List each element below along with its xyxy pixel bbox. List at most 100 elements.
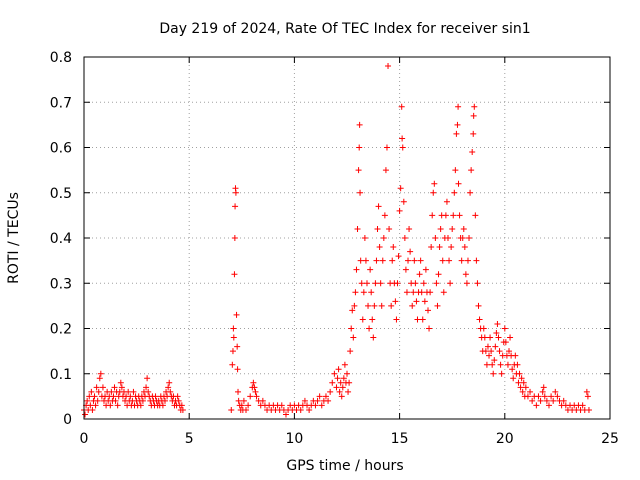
data-point bbox=[447, 280, 454, 287]
data-point bbox=[517, 384, 524, 391]
data-point bbox=[365, 302, 372, 309]
data-point bbox=[524, 393, 531, 400]
data-point bbox=[145, 388, 152, 395]
data-point bbox=[502, 339, 509, 346]
data-point bbox=[436, 244, 443, 251]
data-point bbox=[395, 253, 402, 260]
data-point bbox=[139, 397, 146, 404]
x-tick-label: 15 bbox=[391, 431, 409, 447]
data-point bbox=[351, 302, 358, 309]
data-point bbox=[251, 384, 258, 391]
data-point bbox=[231, 235, 238, 241]
data-point bbox=[427, 289, 434, 296]
data-point bbox=[504, 361, 511, 368]
data-point bbox=[359, 316, 366, 323]
data-point bbox=[401, 235, 408, 241]
data-point bbox=[455, 103, 462, 110]
data-point bbox=[453, 130, 460, 137]
data-point bbox=[353, 266, 360, 273]
data-point bbox=[278, 402, 285, 409]
y-tick-label: 0.8 bbox=[50, 50, 72, 66]
data-point bbox=[137, 402, 144, 409]
data-point bbox=[230, 334, 237, 341]
y-axis-label: ROTI / TECUs bbox=[6, 192, 22, 284]
data-point bbox=[366, 325, 373, 332]
data-point bbox=[458, 257, 465, 264]
data-point bbox=[428, 244, 435, 251]
data-point bbox=[382, 167, 389, 174]
data-point bbox=[448, 244, 455, 251]
data-point bbox=[375, 203, 382, 210]
data-point bbox=[358, 280, 365, 287]
data-point bbox=[112, 397, 119, 404]
data-point bbox=[318, 402, 325, 409]
data-point bbox=[346, 379, 353, 386]
data-point bbox=[108, 388, 115, 395]
data-point bbox=[374, 225, 381, 232]
data-point bbox=[430, 189, 437, 196]
data-point bbox=[417, 257, 424, 264]
data-point bbox=[383, 144, 390, 151]
data-point bbox=[390, 244, 397, 251]
data-point bbox=[344, 370, 350, 377]
chart-title: Day 219 of 2024, Rate Of TEC Index for r… bbox=[159, 21, 530, 37]
data-point bbox=[402, 266, 409, 273]
data-point bbox=[356, 121, 363, 128]
data-point bbox=[467, 189, 474, 196]
data-point bbox=[117, 379, 124, 386]
data-point bbox=[357, 189, 364, 196]
data-point bbox=[166, 379, 173, 386]
data-point bbox=[459, 235, 466, 241]
data-point bbox=[498, 370, 505, 377]
x-tick-label: 20 bbox=[496, 431, 514, 447]
data-point bbox=[130, 388, 137, 395]
data-point bbox=[341, 361, 348, 368]
data-point bbox=[583, 388, 590, 395]
data-points bbox=[81, 63, 592, 418]
data-point bbox=[82, 411, 89, 418]
data-point bbox=[483, 361, 490, 368]
data-point bbox=[229, 361, 236, 368]
data-point bbox=[114, 402, 121, 409]
data-point bbox=[411, 257, 418, 264]
data-point bbox=[297, 406, 304, 413]
data-point bbox=[250, 379, 257, 386]
data-point bbox=[472, 212, 479, 219]
data-point bbox=[529, 397, 536, 404]
data-point bbox=[450, 212, 457, 219]
data-point bbox=[362, 257, 369, 264]
data-point bbox=[414, 316, 421, 323]
data-point bbox=[535, 393, 542, 400]
data-point bbox=[282, 411, 289, 418]
data-point bbox=[378, 302, 385, 309]
data-point bbox=[338, 393, 345, 400]
data-point bbox=[480, 325, 487, 332]
data-point bbox=[373, 257, 380, 264]
data-point bbox=[144, 375, 151, 382]
data-point bbox=[84, 397, 91, 404]
data-point bbox=[527, 388, 534, 395]
y-tick-label: 0 bbox=[63, 412, 72, 428]
data-point bbox=[349, 307, 356, 314]
y-tick-label: 0.1 bbox=[50, 367, 72, 383]
data-point bbox=[431, 180, 438, 187]
data-point bbox=[99, 384, 106, 391]
data-point bbox=[347, 348, 354, 355]
data-point bbox=[442, 212, 449, 219]
data-point bbox=[87, 402, 94, 409]
data-point bbox=[252, 388, 259, 395]
x-tick-label: 10 bbox=[285, 431, 303, 447]
data-point bbox=[537, 397, 544, 404]
data-point bbox=[487, 334, 494, 341]
data-point bbox=[482, 348, 489, 355]
data-point bbox=[501, 325, 508, 332]
x-tick-label: 25 bbox=[601, 431, 619, 447]
data-point bbox=[369, 316, 376, 323]
data-point bbox=[494, 320, 501, 327]
data-point bbox=[91, 393, 98, 400]
data-point bbox=[174, 393, 181, 400]
data-point bbox=[506, 348, 513, 355]
data-point bbox=[367, 266, 374, 273]
x-axis-label: GPS time / hours bbox=[286, 458, 403, 474]
data-point bbox=[522, 384, 529, 391]
